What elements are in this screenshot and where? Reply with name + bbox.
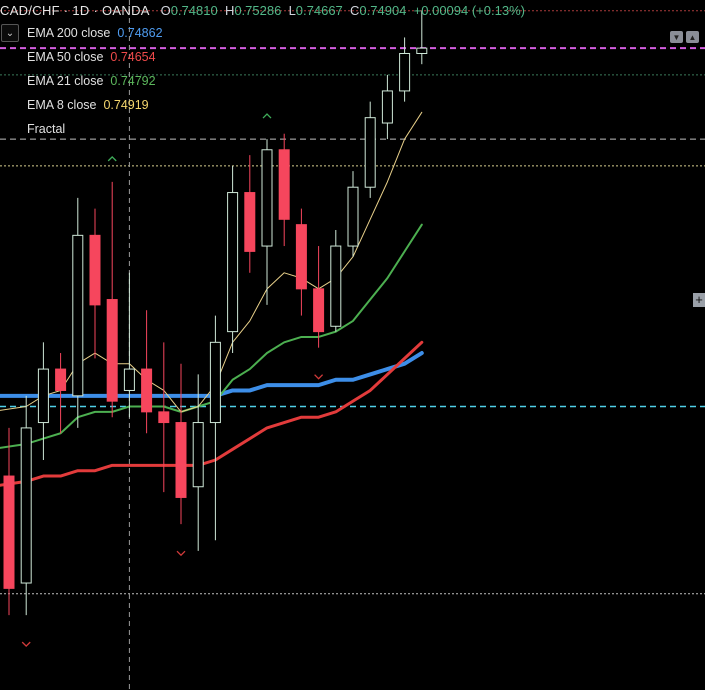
legend-ema21-label: EMA 21 close	[27, 74, 104, 88]
legend-ema50-label: EMA 50 close	[27, 50, 104, 64]
symbol-title[interactable]: CAD/CHF · 1D · OANDA	[0, 3, 150, 18]
candle-body-19	[330, 245, 342, 327]
chevron-down-icon: ⌄	[5, 27, 15, 39]
candle-body-20	[347, 186, 359, 247]
legend-fractal-label: Fractal	[27, 122, 66, 136]
candle-body-14	[244, 192, 256, 252]
candle-body-8	[141, 368, 153, 413]
close-label: C	[350, 3, 360, 18]
high-label: H	[224, 3, 235, 18]
candle-body-18	[313, 288, 325, 333]
candle-body-23	[399, 52, 411, 92]
fractal-down-marker-0	[21, 641, 31, 648]
open-label: O	[160, 3, 171, 18]
fractal-down-marker-2	[314, 374, 324, 380]
legend-ema50[interactable]: EMA 50 close 0.74654	[27, 50, 156, 64]
fractal-up-marker-1	[262, 113, 272, 119]
candle-body-22	[381, 90, 393, 124]
candle-body-6	[106, 299, 118, 402]
candle-body-0	[3, 475, 15, 589]
close-value: 0.74904	[359, 3, 407, 18]
legend-ema21-value: 0.74792	[110, 74, 156, 88]
candle-body-1	[20, 427, 32, 584]
legend-ema200-value: 0.74862	[117, 26, 163, 40]
scroll-up-button[interactable]: ▲	[686, 31, 699, 43]
caret-up-icon: ▲	[688, 32, 697, 42]
legend-ema21[interactable]: EMA 21 close 0.74792	[27, 74, 156, 88]
candle-body-3	[55, 368, 67, 391]
caret-down-icon: ▼	[672, 32, 681, 42]
candle-body-7	[123, 368, 135, 391]
candle-body-24	[416, 47, 428, 54]
fractal-down-marker-1	[176, 550, 186, 557]
candle-body-11	[192, 422, 204, 488]
candle-body-5	[89, 234, 101, 306]
candle-body-17	[295, 224, 307, 290]
high-value: 0.75286	[234, 3, 282, 18]
add-alert-plus-button[interactable]: +	[693, 293, 705, 307]
legend-ema50-value: 0.74654	[110, 50, 156, 64]
change-value: +0.00094 (+0.13%)	[413, 3, 525, 18]
candle-body-4	[72, 234, 84, 397]
candle-body-21	[364, 117, 376, 188]
legend-ema8-label: EMA 8 close	[27, 98, 97, 112]
fractal-up-marker-0	[107, 155, 117, 162]
legend-collapse-button[interactable]: ⌄	[1, 24, 19, 42]
open-value: 0.74810	[170, 3, 218, 18]
plus-icon: +	[695, 292, 703, 307]
candle-body-16	[278, 149, 290, 220]
candle-body-9	[158, 411, 170, 424]
low-label: L	[288, 3, 296, 18]
candle-body-15	[261, 149, 273, 247]
legend-ema200-label: EMA 200 close	[27, 26, 111, 40]
scroll-down-button[interactable]: ▼	[670, 31, 683, 43]
candle-body-12	[209, 341, 221, 424]
legend-ema8[interactable]: EMA 8 close 0.74919	[27, 98, 149, 112]
legend-ema8-value: 0.74919	[103, 98, 149, 112]
low-value: 0.74667	[295, 3, 343, 18]
legend-ema200[interactable]: EMA 200 close 0.74862	[27, 26, 163, 40]
candle-body-13	[227, 192, 239, 333]
symbol-header: CAD/CHF · 1D · OANDA O0.74810 H0.75286 L…	[0, 3, 525, 18]
candle-body-10	[175, 422, 187, 498]
legend-fractal[interactable]: Fractal	[27, 122, 65, 136]
candle-body-2	[37, 368, 49, 424]
